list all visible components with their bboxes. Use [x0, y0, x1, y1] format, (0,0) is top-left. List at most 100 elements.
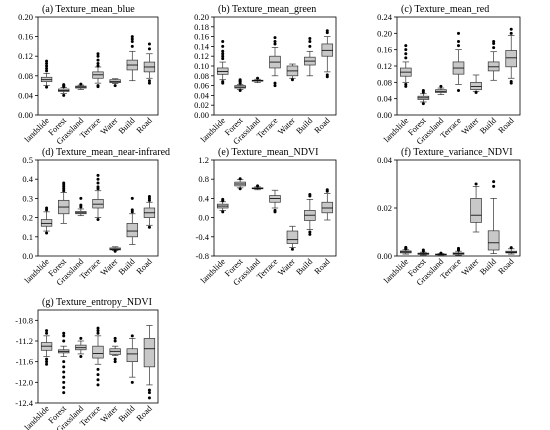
outlier-point [45, 206, 49, 210]
outlier-point [404, 44, 408, 48]
box-terrace [269, 36, 281, 88]
chart-title: (c) Texture_mean_red [401, 4, 489, 15]
outlier-point [404, 245, 408, 249]
outlier-point [147, 42, 151, 46]
box-water [470, 74, 482, 95]
y-tick-label: 0.4 [22, 174, 33, 184]
box-forest [417, 248, 430, 256]
box-landslide [40, 206, 53, 235]
y-tick-label: 0.00 [18, 110, 33, 120]
y-tick-label: 1.2 [198, 155, 209, 165]
box-terrace [92, 52, 104, 89]
outlier-point [273, 36, 277, 40]
outlier-point [96, 84, 100, 88]
box-grassland [435, 251, 447, 256]
y-tick-label: 0.16 [18, 32, 33, 42]
y-tick-label: 0.1 [22, 232, 33, 242]
y-tick-label: 0.5 [22, 155, 33, 165]
outlier-point [96, 185, 100, 189]
box-grassland [435, 84, 447, 95]
x-tick-label: Build [294, 256, 315, 277]
outlier-point [221, 54, 225, 58]
y-tick-label: 0.4 [198, 193, 209, 203]
y-tick-label: 0.16 [377, 45, 392, 55]
x-tick-label: Water [459, 256, 480, 277]
x-tick-label: Build [116, 256, 137, 277]
box-build [487, 180, 500, 254]
outlier-point [421, 248, 425, 252]
box-forest [417, 89, 430, 106]
outlier-point [325, 29, 329, 33]
outlier-point [273, 84, 277, 88]
outlier-point [79, 203, 83, 207]
outlier-point [221, 57, 225, 61]
outlier-point [457, 40, 460, 43]
box-terrace [269, 189, 281, 214]
box-iqr [40, 219, 53, 227]
chart-title: (b) Texture_mean_green [218, 4, 316, 15]
outlier-point [221, 52, 225, 56]
y-tick-label: 0.0 [22, 251, 33, 261]
box-iqr [487, 61, 500, 72]
outlier-point [45, 85, 49, 89]
x-tick-label: Water [98, 256, 119, 277]
box-road [143, 42, 156, 85]
outlier-point [45, 64, 49, 68]
y-tick-label: 0.00 [377, 110, 392, 120]
outlier-point [273, 40, 277, 43]
outlier-point [147, 47, 151, 51]
box-landslide [40, 59, 53, 89]
outlier-point [147, 391, 151, 395]
y-tick-label: 0.2 [22, 213, 33, 223]
box-road [505, 246, 518, 255]
outlier-point [79, 336, 83, 340]
outlier-point [238, 177, 242, 181]
outlier-point [221, 40, 225, 43]
box-iqr [470, 198, 482, 223]
box-iqr [92, 199, 104, 209]
y-tick-label: -10.8 [15, 315, 33, 325]
outlier-point [79, 196, 83, 200]
outlier-point [509, 80, 513, 84]
outlier-point [130, 40, 134, 43]
box-forest [58, 331, 70, 395]
box-iqr [321, 201, 334, 214]
x-tick-label: Build [116, 115, 137, 136]
outlier-point [308, 44, 312, 48]
box-grassland [75, 82, 87, 90]
box-forest [234, 78, 246, 92]
outlier-point [79, 355, 83, 358]
outlier-point [96, 326, 100, 330]
x-tick-label: Road [496, 256, 516, 276]
outlier-point [421, 102, 425, 106]
box-water [286, 225, 299, 251]
box-grassland [75, 196, 87, 217]
outlier-point [147, 79, 151, 83]
outlier-point [130, 44, 134, 48]
outlier-point [256, 76, 260, 80]
outlier-point [62, 370, 66, 374]
x-tick-label: Water [459, 115, 480, 136]
outlier-point [130, 196, 134, 200]
outlier-point [96, 54, 100, 58]
y-tick-label: 0.10 [194, 61, 209, 71]
outlier-point [130, 35, 134, 39]
x-tick-label: Water [276, 256, 297, 277]
outlier-point [221, 197, 225, 201]
outlier-point [113, 84, 117, 88]
outlier-point [62, 339, 66, 343]
outlier-point [62, 331, 66, 335]
outlier-point [113, 249, 117, 253]
outlier-point [96, 218, 100, 222]
outlier-point [308, 230, 312, 234]
outlier-point [113, 336, 117, 340]
outlier-point [96, 173, 100, 177]
chart-title: (a) Texture_mean_blue [42, 4, 135, 15]
outlier-point [492, 40, 496, 43]
outlier-point [308, 37, 312, 41]
outlier-point [273, 42, 277, 46]
outlier-point [404, 48, 408, 52]
box-forest [58, 181, 70, 224]
y-tick-label: 0.20 [377, 28, 392, 38]
box-build [304, 37, 316, 77]
